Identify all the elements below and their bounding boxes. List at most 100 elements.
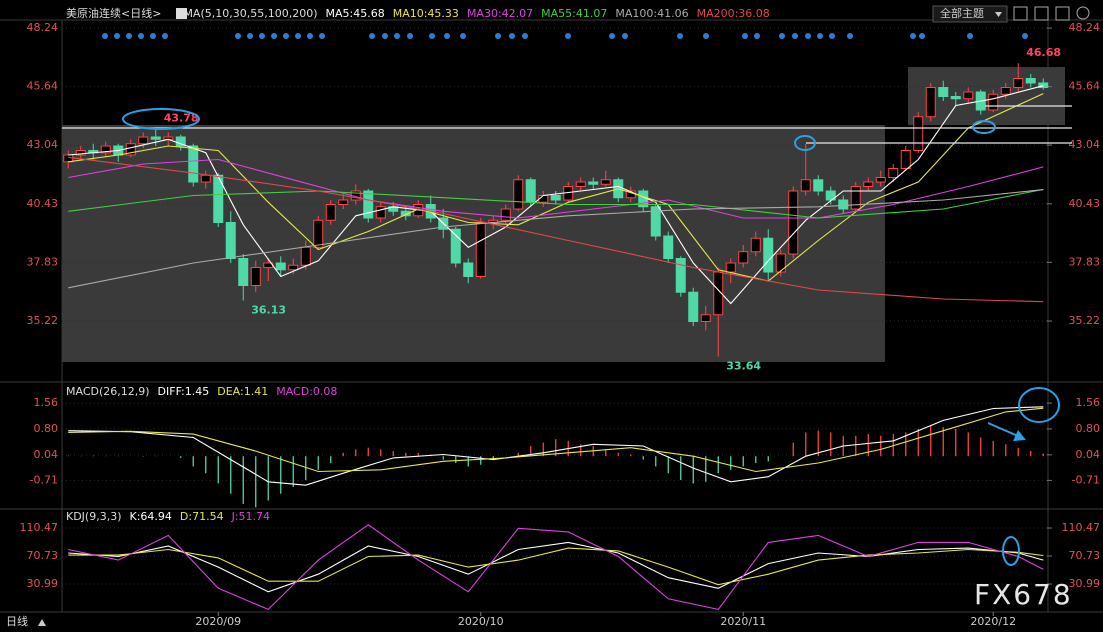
extreme-label: 36.13 — [251, 304, 286, 317]
signal-dot — [394, 33, 400, 39]
legend-entry: MA5:45.68 — [326, 7, 385, 20]
candle-body — [300, 246, 311, 266]
highlight-ring — [972, 120, 996, 134]
y-tick-label: -0.71 — [1072, 473, 1100, 486]
period-caret — [38, 619, 46, 626]
chart-title: 美原油连续<日线> — [66, 6, 161, 20]
signal-dot — [565, 33, 571, 39]
y-tick-label: 37.83 — [27, 255, 59, 268]
candle-body — [100, 145, 111, 154]
y-tick-label: 35.22 — [1069, 314, 1101, 327]
signal-dot — [495, 33, 501, 39]
plot-layer: 48.24 48.24 45.64 45.64 43.04 43.04 40.43 40.43… — [20, 6, 1101, 628]
candle-body — [175, 136, 186, 147]
x-tick-label: 2020/11 — [720, 615, 766, 628]
candle-body — [588, 181, 599, 185]
signal-dot — [429, 33, 435, 39]
y-tick-label: 43.04 — [1069, 138, 1101, 151]
signal-dot — [967, 33, 973, 39]
signal-dot — [792, 33, 798, 39]
signal-dot — [460, 33, 466, 39]
candle-body — [850, 186, 861, 210]
candle-body — [800, 179, 811, 192]
y-tick-label: 70.73 — [27, 549, 59, 562]
series-line — [68, 189, 1044, 289]
candle-body — [375, 206, 386, 219]
candle-body — [888, 168, 899, 178]
signal-dot — [677, 33, 683, 39]
y-tick-label: 45.64 — [27, 80, 59, 93]
y-tick-label: 48.24 — [1069, 21, 1101, 34]
candle-body — [900, 150, 911, 169]
candle-body — [400, 210, 411, 217]
candle-body — [738, 251, 749, 264]
toolbar-button[interactable] — [1055, 6, 1070, 21]
candle-body — [363, 190, 374, 219]
period-selector[interactable]: 日线 — [6, 614, 28, 628]
signal-dot — [754, 33, 760, 39]
candle-body — [988, 93, 999, 111]
series-line — [68, 407, 1044, 473]
highlight-ring — [122, 108, 200, 130]
dropdown-caret — [995, 12, 1002, 17]
y-tick-label: 30.99 — [1069, 577, 1101, 590]
settings-button[interactable] — [1076, 6, 1090, 20]
y-tick-label: 0.80 — [34, 422, 59, 435]
highlight-ring — [794, 135, 816, 151]
x-tick-label: 2020/12 — [970, 615, 1016, 628]
candle-body — [125, 143, 136, 156]
y-tick-label: 48.24 — [27, 21, 59, 34]
candle-body — [875, 177, 886, 183]
signal-dot — [235, 33, 241, 39]
x-tick-label: 2020/09 — [195, 615, 241, 628]
signal-dot — [150, 33, 156, 39]
candle-body — [950, 96, 961, 100]
candle-body — [688, 291, 699, 322]
series-line — [68, 188, 1044, 219]
legend-entry: DEA:1.41 — [217, 385, 268, 398]
y-tick-label: 1.56 — [34, 396, 59, 409]
candle-body — [575, 181, 586, 187]
indicator-label: MACD(26,12,9) — [66, 385, 150, 398]
candle-body — [963, 91, 974, 100]
y-tick-label: 0.04 — [1076, 448, 1101, 461]
y-tick-label: 43.04 — [27, 138, 59, 151]
signal-dot — [407, 33, 413, 39]
legend-entry: MA10:45.33 — [393, 7, 459, 20]
legend-entry: K:64.94 — [130, 510, 172, 523]
signal-dot — [307, 33, 313, 39]
candle-body — [663, 235, 674, 259]
extreme-label: 33.64 — [726, 360, 761, 373]
signal-dot — [295, 33, 301, 39]
signal-dot — [522, 33, 528, 39]
signal-dot — [509, 33, 515, 39]
signal-dot — [444, 33, 450, 39]
watermark: FX678 — [974, 578, 1073, 611]
theme-dropdown[interactable] — [932, 5, 1008, 23]
candle-body — [863, 181, 874, 187]
candle-body — [913, 116, 924, 151]
candle-body — [600, 179, 611, 185]
y-tick-label: 30.99 — [27, 577, 59, 590]
signal-dot — [283, 33, 289, 39]
signal-dot — [126, 33, 132, 39]
legend-entry: MA100:41.06 — [615, 7, 688, 20]
candle-body — [513, 179, 524, 210]
candle-body — [925, 87, 936, 118]
series-line — [68, 158, 1044, 219]
y-tick-label: 0.04 — [34, 448, 59, 461]
legend-entry: D:71.54 — [180, 510, 224, 523]
signal-dot — [369, 33, 375, 39]
extreme-label: 43.78 — [164, 111, 199, 124]
candle-body — [463, 262, 474, 277]
series-line — [68, 541, 1044, 593]
y-tick-label: 35.22 — [27, 314, 59, 327]
signal-dot — [382, 33, 388, 39]
toolbar-button[interactable] — [1034, 6, 1049, 21]
candle-body — [763, 237, 774, 273]
candle-body — [725, 262, 736, 273]
theme-dropdown-label[interactable]: 全部主题 — [940, 6, 984, 20]
toolbar-button[interactable] — [1013, 6, 1028, 21]
candle-body — [525, 179, 536, 203]
candle-body — [288, 264, 299, 271]
